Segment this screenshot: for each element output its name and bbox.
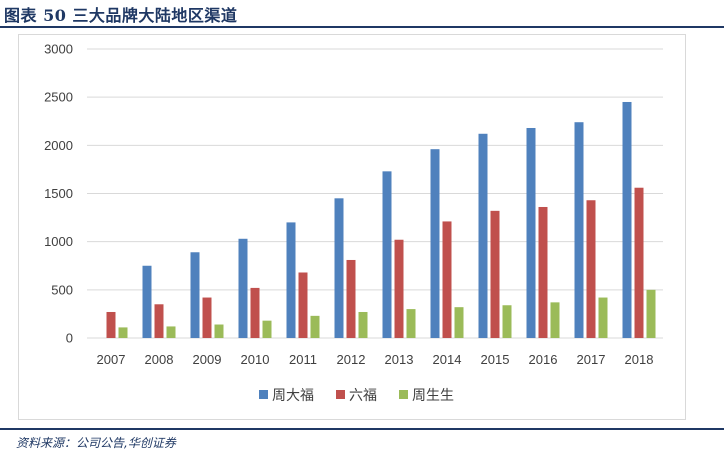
bar xyxy=(334,198,344,338)
bar xyxy=(142,265,152,338)
series-2 xyxy=(118,289,656,338)
x-tick-label: 2009 xyxy=(193,352,222,367)
figure-title: 图表 50 三大品牌大陆地区渠道 xyxy=(4,6,238,25)
x-tick-label: 2018 xyxy=(625,352,654,367)
legend-item: 周大福 xyxy=(259,388,314,404)
legend-item: 六福 xyxy=(336,388,377,404)
y-tick-label: 3000 xyxy=(44,42,73,57)
bar xyxy=(166,326,176,338)
y-tick-label: 1500 xyxy=(44,186,73,201)
bar xyxy=(442,221,452,338)
x-tick-label: 2017 xyxy=(577,352,606,367)
bar xyxy=(550,302,560,338)
bar xyxy=(586,200,596,338)
bar xyxy=(214,324,224,338)
header-divider xyxy=(0,26,724,28)
grid-lines xyxy=(87,48,663,339)
x-tick-label: 2008 xyxy=(145,352,174,367)
footer-divider xyxy=(0,428,724,430)
legend-item: 周生生 xyxy=(399,388,454,404)
bar xyxy=(538,206,548,338)
bar xyxy=(382,171,392,338)
bar-series xyxy=(106,101,656,338)
bar xyxy=(106,311,116,338)
bar xyxy=(298,272,308,338)
y-axis-ticks: 0 500 1000 1500 2000 2500 3000 xyxy=(44,42,73,346)
bar xyxy=(262,320,272,338)
x-tick-label: 2016 xyxy=(529,352,558,367)
legend-label: 周生生 xyxy=(412,388,454,404)
bar xyxy=(346,259,356,338)
bar xyxy=(526,127,536,338)
bar xyxy=(430,149,440,338)
bar xyxy=(202,297,212,338)
legend-swatch xyxy=(259,390,268,399)
bar xyxy=(478,133,488,338)
x-tick-label: 2015 xyxy=(481,352,510,367)
legend-label: 周大福 xyxy=(272,388,314,404)
legend-swatch xyxy=(336,390,345,399)
bar xyxy=(238,238,248,338)
bar xyxy=(454,307,464,338)
legend-label: 六福 xyxy=(349,388,377,404)
series-0 xyxy=(142,101,632,338)
y-tick-label: 0 xyxy=(66,331,73,346)
figure-header: 图表 50 三大品牌大陆地区渠道 xyxy=(0,0,724,28)
y-tick-label: 1000 xyxy=(44,234,73,249)
y-tick-label: 2500 xyxy=(44,90,73,105)
bar xyxy=(154,304,164,338)
bar xyxy=(250,287,260,338)
bar xyxy=(310,315,320,338)
bar xyxy=(502,305,512,338)
bar xyxy=(646,289,656,338)
x-tick-label: 2011 xyxy=(289,352,317,367)
x-axis-ticks: 2007 2008 2009 2010 2011 2012 2013 2014 2015 2016… xyxy=(97,352,654,367)
bar xyxy=(358,311,368,338)
x-tick-label: 2012 xyxy=(337,352,366,367)
bar xyxy=(118,327,128,338)
legend: 周大福 六福 周生生 xyxy=(259,388,454,404)
y-tick-label: 2000 xyxy=(44,138,73,153)
y-tick-label: 500 xyxy=(51,282,73,297)
bar xyxy=(394,239,404,338)
bar xyxy=(406,309,416,338)
x-tick-label: 2013 xyxy=(385,352,414,367)
x-tick-label: 2007 xyxy=(97,352,126,367)
source-note: 资料来源：公司公告,华创证券 xyxy=(16,436,176,450)
x-tick-label: 2014 xyxy=(433,352,462,367)
bar xyxy=(622,101,632,338)
x-tick-label: 2010 xyxy=(241,352,270,367)
bar xyxy=(490,210,500,338)
bar xyxy=(190,252,200,338)
series-1 xyxy=(106,187,644,338)
bar xyxy=(598,297,608,338)
legend-swatch xyxy=(399,390,408,399)
bar xyxy=(286,222,296,338)
bar xyxy=(634,187,644,338)
bar xyxy=(574,122,584,338)
